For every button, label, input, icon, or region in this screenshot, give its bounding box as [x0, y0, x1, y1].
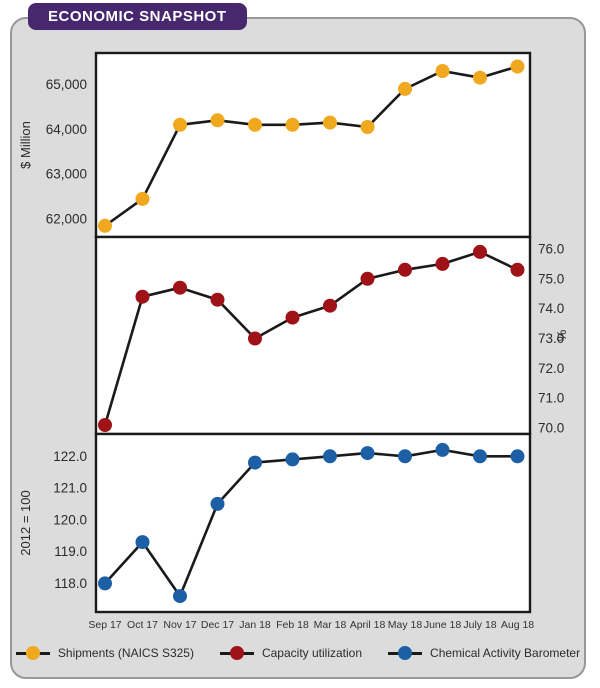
series-shipments-point [285, 117, 300, 132]
axis-title-barometer: 2012 = 100 [18, 490, 33, 555]
legend: Shipments (NAICS S325) Capacity utilizati… [14, 646, 582, 660]
series-capacity-point [360, 271, 375, 286]
legend-label-barometer: Chemical Activity Barometer [430, 646, 581, 660]
series-barometer-point [173, 589, 187, 604]
series-shipments-point [323, 115, 337, 130]
ytick-label-shipments: 64,000 [46, 122, 87, 137]
legend-marker-shipments-icon [15, 646, 50, 660]
ytick-label-capacity: 75.0 [538, 271, 564, 286]
ytick-label-barometer: 118.0 [54, 576, 87, 591]
axis-title-shipments: $ Million [18, 121, 33, 169]
series-capacity-point [398, 262, 412, 277]
series-shipments-point [510, 59, 525, 74]
xtick-label: Oct 17 [127, 619, 158, 631]
series-shipments-point [210, 113, 225, 128]
series-shipments-point [98, 218, 112, 233]
series-barometer-point [248, 455, 262, 470]
panel-capacity [94, 235, 532, 436]
series-shipments-point [135, 191, 150, 206]
ytick-label-barometer: 120.0 [53, 512, 87, 527]
ytick-label-shipments: 62,000 [46, 212, 87, 227]
xtick-label: Feb 18 [276, 619, 309, 631]
series-shipments-point [248, 117, 262, 132]
legend-item-barometer: Chemical Activity Barometer [388, 646, 580, 660]
legend-item-shipments: Shipments (NAICS S325) [15, 646, 194, 660]
ytick-label-capacity: 70.0 [538, 421, 564, 436]
series-capacity-point [510, 262, 525, 277]
series-capacity-point [473, 244, 487, 259]
xtick-label: Dec 17 [201, 619, 234, 631]
ytick-label-capacity: 72.0 [538, 361, 564, 376]
ytick-label-shipments: 63,000 [46, 167, 87, 182]
panel-barometer [94, 432, 532, 614]
ytick-label-capacity: 73.0 [538, 331, 564, 346]
legend-label-shipments: Shipments (NAICS S325) [57, 646, 194, 660]
series-shipments-point [398, 81, 412, 96]
page-title: ECONOMIC SNAPSHOT [28, 3, 247, 30]
series-capacity-point [248, 331, 262, 346]
ytick-label-shipments: 65,000 [46, 77, 87, 92]
series-capacity-point [210, 292, 225, 307]
xtick-label: July 18 [463, 619, 496, 631]
xtick-label: June 18 [424, 619, 462, 631]
xtick-label: Sep 17 [88, 619, 121, 631]
xtick-label: May 18 [388, 619, 423, 631]
series-shipments-point [435, 64, 450, 78]
ytick-label-barometer: 121.0 [53, 481, 87, 496]
series-capacity-point [173, 280, 187, 295]
ytick-label-capacity: 76.0 [538, 241, 564, 256]
series-shipments-point [473, 70, 487, 85]
series-barometer-point [210, 496, 225, 511]
series-barometer-point [473, 449, 487, 464]
series-barometer-point [285, 452, 300, 467]
legend-dot-capacity-icon [229, 646, 244, 660]
series-shipments-point [360, 120, 375, 134]
ytick-label-barometer: 122.0 [53, 449, 87, 464]
series-barometer-point [510, 449, 525, 464]
legend-label-capacity: Capacity utilization [261, 646, 363, 660]
axis-title-capacity: % [554, 329, 569, 341]
xtick-label: Aug 18 [501, 619, 534, 631]
xtick-label: Nov 17 [163, 619, 196, 631]
series-capacity-point [98, 418, 112, 432]
xtick-label: Jan 18 [239, 619, 271, 631]
panel-shipments [94, 51, 532, 239]
xtick-label: April 18 [350, 619, 386, 631]
legend-dot-barometer-icon [398, 646, 413, 660]
ytick-label-capacity: 74.0 [538, 301, 564, 316]
series-capacity-point [135, 289, 150, 304]
series-barometer-point [135, 535, 150, 550]
series-barometer-point [98, 576, 112, 591]
xtick-label: Mar 18 [314, 619, 347, 631]
series-capacity-point [285, 310, 300, 325]
series-capacity-point [435, 256, 450, 271]
legend-marker-barometer-icon [388, 646, 423, 660]
series-barometer-point [435, 442, 450, 457]
series-barometer-point [398, 449, 412, 464]
series-capacity-point [323, 298, 337, 313]
series-barometer-point [360, 446, 375, 461]
ytick-label-capacity: 71.0 [538, 391, 564, 406]
series-barometer-point [323, 449, 337, 464]
legend-item-capacity: Capacity utilization [219, 646, 363, 660]
legend-marker-capacity-icon [219, 646, 254, 660]
ytick-label-barometer: 119.0 [54, 544, 87, 559]
series-shipments-point [173, 117, 187, 132]
legend-dot-shipments-icon [25, 646, 40, 660]
